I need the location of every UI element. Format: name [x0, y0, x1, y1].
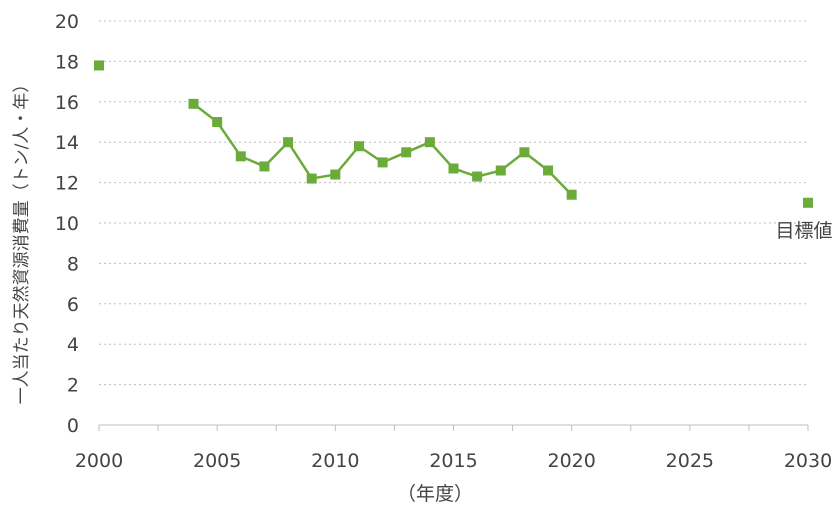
y-tick-label: 14 — [55, 132, 79, 154]
x-tick-label: 2000 — [75, 450, 123, 472]
series-lines — [192, 102, 573, 196]
y-tick-label: 10 — [55, 213, 79, 235]
gridlines — [99, 20, 808, 386]
axes — [98, 424, 809, 431]
data-point — [235, 151, 246, 162]
x-tick-label: 2030 — [784, 450, 832, 472]
data-point — [353, 141, 364, 152]
data-point — [803, 197, 813, 208]
y-tick-label: 12 — [55, 173, 79, 195]
x-axis-label: （年度） — [397, 483, 473, 505]
y-tick-label: 18 — [55, 51, 79, 73]
x-tick-label: 2010 — [311, 450, 359, 472]
data-point — [377, 157, 388, 168]
y-axis-ticks: 0 2 4 6 8 10 12 14 16 18 20 — [55, 11, 79, 437]
data-point — [495, 165, 506, 176]
data-point — [94, 60, 104, 71]
y-tick-label: 2 — [67, 375, 79, 397]
data-point — [566, 189, 577, 200]
y-tick-label: 16 — [55, 92, 79, 114]
data-point — [401, 147, 412, 158]
data-point — [259, 161, 270, 172]
x-axis-ticks: 2000 2005 2010 2015 2020 2025 2030 — [75, 450, 832, 472]
series-points — [94, 60, 813, 208]
data-point — [212, 117, 223, 127]
data-point — [330, 169, 341, 180]
x-tick-label: 2015 — [429, 450, 477, 472]
y-tick-label: 8 — [67, 253, 79, 275]
data-point — [188, 98, 199, 109]
y-tick-label: 0 — [67, 415, 79, 437]
annotations: 目標値 — [775, 220, 832, 242]
x-tick-label: 2025 — [666, 450, 714, 472]
series-line — [192, 102, 573, 196]
data-point — [448, 163, 459, 174]
data-point — [543, 165, 554, 176]
y-tick-label: 6 — [67, 294, 79, 316]
y-axis-label: 一人当たり天然資源消費量（トン/人・年） — [12, 76, 32, 405]
data-point — [283, 137, 294, 148]
x-tick-label: 2005 — [193, 450, 241, 472]
y-tick-label: 4 — [67, 334, 79, 356]
data-point — [424, 137, 435, 148]
target-value-annotation: 目標値 — [775, 220, 832, 242]
data-point — [306, 173, 317, 184]
data-point — [519, 147, 530, 158]
data-point — [472, 171, 483, 182]
x-tick-label: 2020 — [547, 450, 595, 472]
y-tick-label: 20 — [55, 11, 79, 33]
